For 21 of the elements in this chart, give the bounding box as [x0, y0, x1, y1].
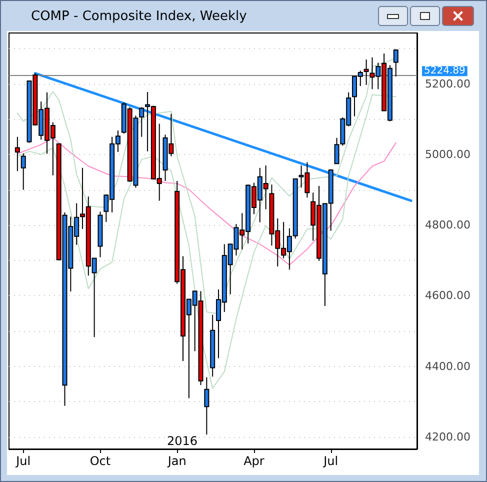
line-series	[16, 94, 396, 389]
x-tick-label: Apr	[244, 454, 264, 468]
x-tick-label: Jul	[15, 454, 31, 468]
y-tick-label: 4400.00	[425, 360, 470, 373]
candlestick	[204, 376, 210, 436]
chart-title: COMP - Composite Index, Weekly	[31, 8, 248, 24]
candlestick	[364, 58, 369, 86]
y-tick-label: 4200.00	[425, 430, 470, 444]
x-tick-label: Oct	[90, 454, 111, 468]
candlestick	[14, 136, 20, 172]
y-tick-label: 4600.00	[425, 289, 470, 302]
candlestick	[139, 106, 144, 138]
y-tick-label: 5200.00	[425, 77, 470, 90]
annotation: 2016	[167, 434, 198, 448]
candlestick	[20, 152, 26, 190]
x-tick-label: Jan	[166, 454, 186, 468]
y-tick-label: 4800.00	[425, 218, 470, 232]
y-tick-label: 5000.00	[425, 148, 470, 161]
ref-line-label: 5224.89	[424, 66, 466, 77]
candlestick	[393, 48, 398, 77]
x-tick-label: Jul	[322, 454, 338, 468]
